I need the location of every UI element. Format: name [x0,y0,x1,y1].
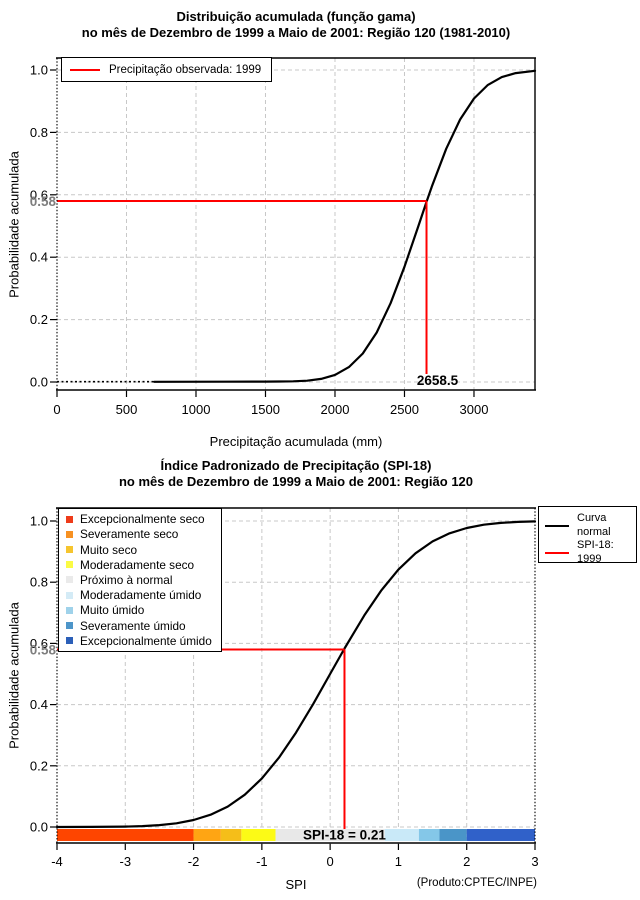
red-line-swatch [70,68,100,71]
category-label: Moderadamente seco [80,557,195,572]
category-label: Excepcionalmente úmido [80,633,212,648]
svg-text:0.2: 0.2 [30,312,48,327]
top-chart-ylabel: Probabilidade acumulada [6,151,22,298]
svg-text:-2: -2 [188,854,200,869]
legend-curves: Curva normal SPI-18: 1999 [538,506,637,566]
bottom-chart-title-line2: no mês de Dezembro de 1999 a Maio de 200… [118,474,474,489]
bottom-chart-title-line1: Índice Padronizado de Precipitação (SPI-… [160,458,432,473]
bottom-chart-title: Índice Padronizado de Precipitação (SPI-… [57,458,535,490]
svg-text:0.6: 0.6 [30,636,48,651]
bottom-chart-ylabel: Probabilidade acumulada [6,602,22,749]
svg-text:3000: 3000 [460,402,489,417]
legend-observed-label: Precipitação observada: 1999 [109,63,262,76]
svg-text:1000: 1000 [182,402,211,417]
top-chart-xlabel: Precipitação acumulada (mm) [209,434,383,449]
legend-category-item: Moderadamente seco [59,558,221,572]
svg-text:0.6: 0.6 [30,187,48,202]
legend-curve-item: SPI-18: 1999 [539,539,636,566]
svg-text:-1: -1 [256,854,268,869]
legend-spi-categories: Excepcionalmente seco Severamente seco Mui… [58,508,222,652]
top-chart-title-line1: Distribuição acumulada (função gama) [176,9,416,24]
category-color-swatch [66,606,73,614]
legend-category-item: Muito seco [59,543,221,557]
curve-line-swatch [545,524,569,527]
legend-category-item: Próximo à normal [59,573,221,587]
legend-observed-precip: Precipitação observada: 1999 [61,57,272,82]
svg-text:0.58: 0.58 [30,194,57,209]
category-color-swatch [66,546,73,554]
category-color-swatch [66,576,73,584]
curve-label: Curva normal [577,512,611,538]
legend-category-item: Muito úmido [59,603,221,617]
category-label: Moderadamente úmido [80,588,202,603]
svg-text:500: 500 [116,402,138,417]
top-chart-title: Distribuição acumulada (função gama) no … [57,9,535,41]
svg-text:2: 2 [463,854,470,869]
svg-text:0.4: 0.4 [30,697,48,712]
svg-text:SPI-18 = 0.21: SPI-18 = 0.21 [303,828,386,843]
svg-text:1.0: 1.0 [30,63,48,78]
svg-text:0.58: 0.58 [30,643,57,658]
svg-text:0.0: 0.0 [30,820,48,835]
legend-category-item: Severamente seco [59,527,221,541]
category-color-swatch [66,515,73,523]
legend-category-item: Severamente úmido [59,619,221,633]
svg-text:1.0: 1.0 [30,514,48,529]
category-color-swatch [66,530,73,538]
curve-label: SPI-18: 1999 [577,539,614,565]
category-label: Severamente seco [80,527,179,542]
svg-text:3: 3 [531,854,538,869]
category-color-swatch [66,622,73,629]
svg-text:0: 0 [327,854,334,869]
category-label: Muito úmido [80,603,145,618]
curve-line-swatch [545,551,569,554]
svg-text:0.2: 0.2 [30,758,48,773]
svg-text:0.4: 0.4 [30,250,48,265]
svg-text:0.8: 0.8 [30,125,48,140]
svg-text:1500: 1500 [251,402,280,417]
category-color-swatch [66,561,73,569]
category-color-swatch [66,637,73,645]
product-footnote: (Produto:CPTEC/INPE) [416,877,537,889]
svg-text:2000: 2000 [321,402,350,417]
category-label: Muito seco [80,542,138,557]
legend-category-item: Moderadamente úmido [59,588,221,602]
svg-text:0.8: 0.8 [30,575,48,590]
svg-text:1: 1 [395,854,402,869]
category-label: Próximo à normal [80,572,173,587]
legend-category-item: Excepcionalmente úmido [59,634,221,648]
legend-category-item: Excepcionalmente seco [59,512,221,526]
svg-text:2658.5: 2658.5 [417,373,459,388]
legend-curve-item: Curva normal [539,512,636,539]
top-chart-title-line2: no mês de Dezembro de 1999 a Maio de 200… [81,25,511,40]
bottom-chart-xlabel: SPI [285,877,307,892]
category-label: Excepcionalmente seco [80,512,205,527]
svg-text:-4: -4 [51,854,63,869]
category-label: Severamente úmido [80,618,186,633]
svg-text:-3: -3 [120,854,132,869]
svg-text:2500: 2500 [390,402,419,417]
svg-text:0.0: 0.0 [30,375,48,390]
category-color-swatch [66,591,73,599]
svg-text:0: 0 [53,402,60,417]
